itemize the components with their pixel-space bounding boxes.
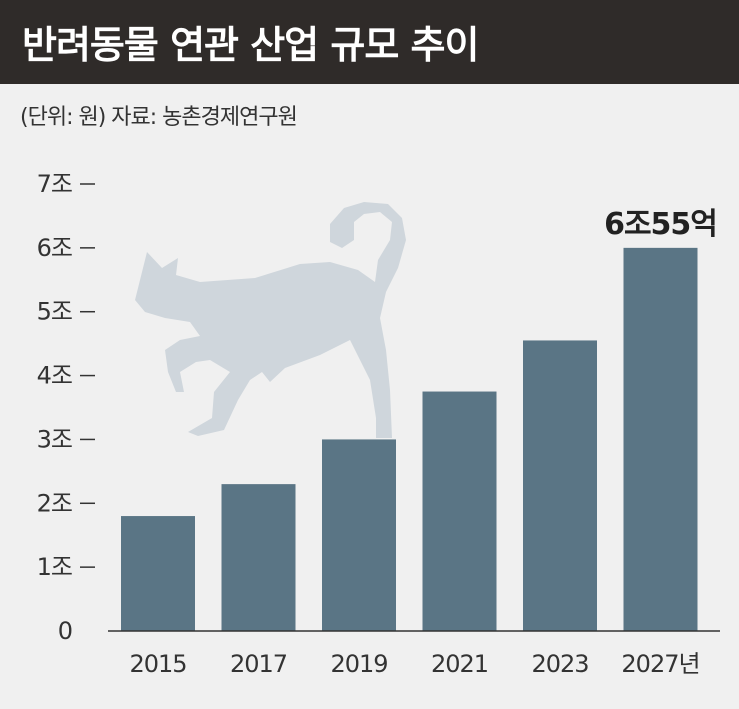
bar-2015	[121, 516, 195, 631]
cat-silhouette-icon	[135, 202, 406, 438]
x-tick-label: 2021	[431, 650, 488, 678]
y-tick-label: 5조	[37, 298, 72, 326]
value-annotation: 6조55억	[604, 207, 717, 242]
bar-2017	[221, 484, 296, 631]
y-tick-label: 4조	[37, 362, 72, 390]
y-tick-label: 2조	[37, 489, 72, 517]
y-tick-label: 0	[58, 617, 72, 645]
chart-title: 반려동물 연관 산업 규모 추이	[22, 23, 479, 67]
y-tick-label: 6조	[37, 234, 72, 262]
y-tick-label: 7조	[37, 170, 72, 198]
bar-2019	[322, 439, 396, 631]
x-tick-label: 2023	[531, 650, 588, 678]
y-tick-label: 3조	[37, 425, 72, 453]
title-bar: 반려동물 연관 산업 규모 추이	[0, 0, 739, 84]
bars-group	[121, 247, 698, 631]
x-tick-label: 2027년	[621, 650, 699, 678]
unit-source-note: (단위: 원) 자료: 농촌경제연구원	[20, 105, 298, 130]
y-tick-label: 1조	[37, 553, 72, 581]
x-axis-labels: 2015 2017 2019 2021 2023 2027년	[129, 650, 700, 678]
bar-2021	[422, 391, 497, 631]
x-tick-label: 2017	[230, 650, 287, 678]
x-tick-label: 2019	[330, 650, 387, 678]
y-axis-ticks: 0 1조 2조 3조 4조 5조 6조 7조	[37, 170, 95, 645]
bar-2023	[523, 340, 597, 631]
bar-2027년	[623, 247, 698, 631]
x-tick-label: 2015	[129, 650, 186, 678]
